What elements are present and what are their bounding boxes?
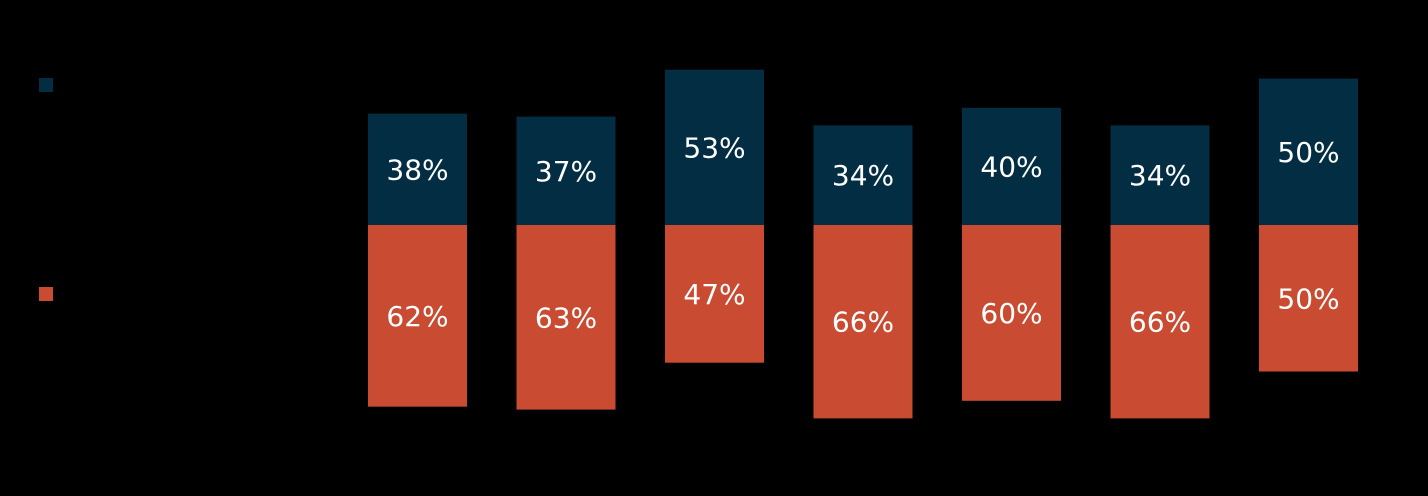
bar-segment [1110,225,1210,419]
bar-segment [368,225,467,407]
value-label: 50% [1277,282,1339,315]
legend-marker [39,78,53,92]
value-label: 47% [683,278,745,311]
bar-segment [1259,225,1358,372]
value-label: 66% [832,306,894,339]
value-label: 50% [1277,136,1339,169]
value-label: 62% [386,300,448,333]
bar-segment [1259,78,1358,225]
value-label: 60% [980,297,1042,330]
bar-segment [516,225,616,410]
bar-segment [962,107,1061,225]
bar-segment [368,113,467,225]
bar-segment [813,225,913,419]
value-label: 53% [683,131,745,164]
legend-marker [39,287,53,301]
bar-segment [665,69,764,226]
bar-segment [962,225,1061,401]
value-label: 66% [1129,306,1191,339]
bar-segment [1110,125,1210,225]
value-label: 34% [1129,159,1191,192]
bar-segment [813,125,913,225]
value-label: 37% [535,155,597,188]
value-label: 40% [980,150,1042,183]
bar-segment [516,116,616,225]
value-label: 63% [535,301,597,334]
bar-segment [665,225,764,363]
value-label: 38% [386,153,448,186]
value-label: 34% [832,159,894,192]
